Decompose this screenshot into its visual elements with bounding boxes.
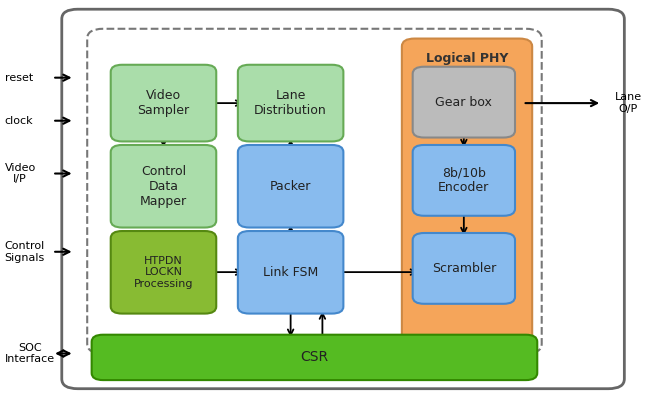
Text: clock: clock bbox=[5, 116, 33, 126]
Text: Scrambler: Scrambler bbox=[432, 262, 496, 275]
Text: Packer: Packer bbox=[270, 180, 311, 193]
FancyBboxPatch shape bbox=[111, 231, 216, 314]
Text: CSR: CSR bbox=[301, 350, 329, 364]
FancyBboxPatch shape bbox=[62, 9, 625, 389]
FancyBboxPatch shape bbox=[238, 145, 343, 227]
FancyBboxPatch shape bbox=[91, 335, 537, 380]
FancyBboxPatch shape bbox=[111, 145, 216, 227]
FancyBboxPatch shape bbox=[413, 67, 515, 138]
Text: Control
Signals: Control Signals bbox=[5, 241, 45, 262]
Text: Video
Sampler: Video Sampler bbox=[137, 89, 190, 117]
FancyBboxPatch shape bbox=[238, 231, 343, 314]
Text: Link FSM: Link FSM bbox=[263, 266, 318, 279]
FancyBboxPatch shape bbox=[87, 29, 542, 353]
Text: 8b/10b
Encoder: 8b/10b Encoder bbox=[438, 166, 489, 194]
Text: SOC
Interface: SOC Interface bbox=[5, 343, 54, 364]
Text: HTPDN
LOCKN
Processing: HTPDN LOCKN Processing bbox=[133, 256, 193, 289]
FancyBboxPatch shape bbox=[413, 145, 515, 216]
Text: Control
Data
Mapper: Control Data Mapper bbox=[140, 165, 187, 208]
Text: Gear box: Gear box bbox=[435, 96, 492, 109]
FancyBboxPatch shape bbox=[402, 39, 532, 344]
Text: reset: reset bbox=[5, 72, 33, 83]
FancyBboxPatch shape bbox=[238, 65, 343, 141]
Text: Video
I/P: Video I/P bbox=[5, 163, 36, 184]
FancyBboxPatch shape bbox=[413, 233, 515, 304]
FancyBboxPatch shape bbox=[111, 65, 216, 141]
Text: Lane
O/P: Lane O/P bbox=[615, 92, 642, 114]
Text: Lane
Distribution: Lane Distribution bbox=[254, 89, 327, 117]
Text: Logical PHY: Logical PHY bbox=[426, 52, 508, 65]
